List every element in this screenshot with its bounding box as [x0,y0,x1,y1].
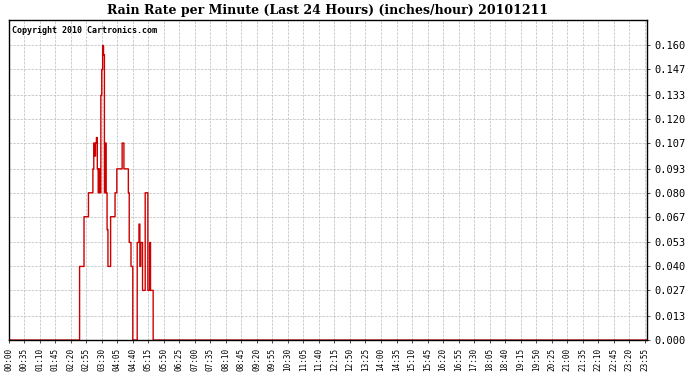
Text: Copyright 2010 Cartronics.com: Copyright 2010 Cartronics.com [12,26,157,35]
Title: Rain Rate per Minute (Last 24 Hours) (inches/hour) 20101211: Rain Rate per Minute (Last 24 Hours) (in… [107,4,549,17]
